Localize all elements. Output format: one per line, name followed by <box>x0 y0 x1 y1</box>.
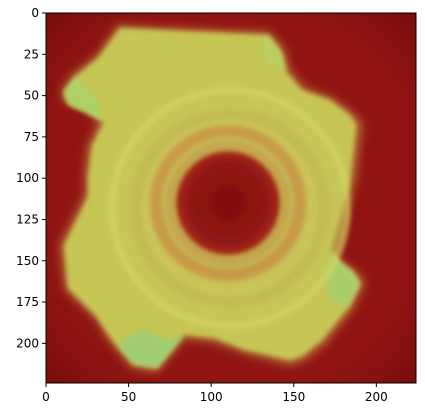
y-axis: 0 25 50 75 100 125 150 175 200 <box>16 6 46 350</box>
y-tick-label: 100 <box>16 171 39 185</box>
x-tick-label: 100 <box>200 390 223 404</box>
y-tick-label: 50 <box>24 89 39 103</box>
y-tick-label: 125 <box>16 212 39 226</box>
y-tick-label: 150 <box>16 254 39 268</box>
object-heatmap <box>60 25 365 372</box>
axes-frame <box>45 12 417 384</box>
y-tick-label: 175 <box>16 295 39 309</box>
x-tick-label: 200 <box>365 390 388 404</box>
x-tick-label: 50 <box>121 390 136 404</box>
x-axis: 0 50 100 150 200 <box>42 383 388 404</box>
y-tick-label: 75 <box>24 130 39 144</box>
y-tick-label: 200 <box>16 336 39 350</box>
x-tick-label: 0 <box>42 390 50 404</box>
x-tick-label: 150 <box>282 390 305 404</box>
y-tick-label: 0 <box>31 6 39 20</box>
y-tick-label: 25 <box>24 47 39 61</box>
